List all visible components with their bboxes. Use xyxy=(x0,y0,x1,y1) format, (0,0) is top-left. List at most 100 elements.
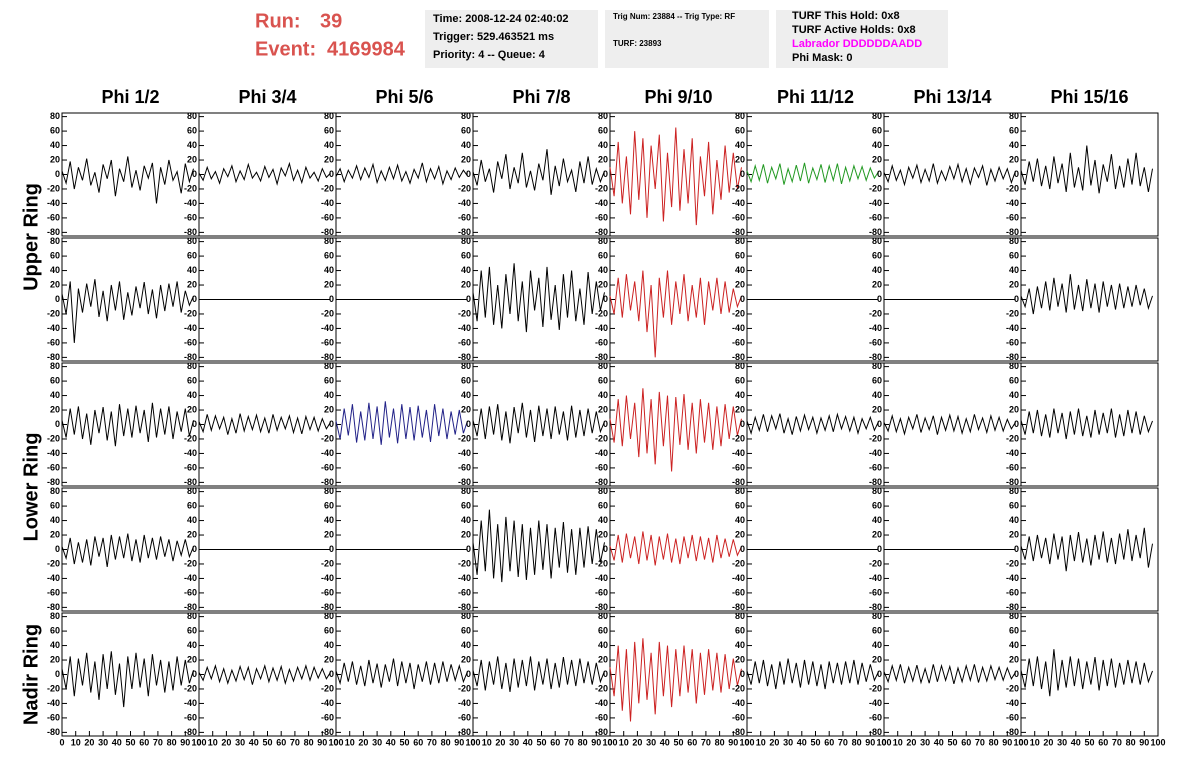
y-tick-label: 40 xyxy=(872,140,882,150)
y-tick-label: 40 xyxy=(461,515,471,525)
y-tick-label: 40 xyxy=(50,265,60,275)
y-tick-label: 20 xyxy=(598,654,608,664)
y-tick-label: -20 xyxy=(732,683,745,693)
y-tick-label: 20 xyxy=(50,404,60,414)
y-tick-label: 60 xyxy=(324,500,334,510)
y-tick-label: 0 xyxy=(603,544,608,554)
waveform xyxy=(746,412,879,436)
y-tick-label: 20 xyxy=(187,654,197,664)
y-tick-label: -60 xyxy=(458,337,471,347)
y-tick-label: -20 xyxy=(595,183,608,193)
y-tick-label: 80 xyxy=(1009,111,1019,121)
y-tick-label: -80 xyxy=(869,727,882,737)
y-tick-label: 40 xyxy=(324,140,334,150)
y-tick-label: -20 xyxy=(458,308,471,318)
x-tick-label: 0 xyxy=(744,737,749,747)
y-tick-label: -40 xyxy=(1006,198,1019,208)
y-tick-label: 0 xyxy=(329,169,334,179)
y-tick-label: -40 xyxy=(1006,323,1019,333)
y-tick-label: -80 xyxy=(321,727,334,737)
y-tick-label: -60 xyxy=(321,212,334,222)
y-tick-label: -20 xyxy=(47,558,60,568)
y-tick-label: 20 xyxy=(50,529,60,539)
y-tick-label: 20 xyxy=(50,154,60,164)
y-tick-label: -80 xyxy=(869,227,882,237)
waveform xyxy=(1020,408,1153,440)
waveform xyxy=(472,509,605,583)
y-tick-label: -40 xyxy=(47,573,60,583)
waveform xyxy=(609,638,742,722)
x-tick-label: 60 xyxy=(276,737,286,747)
y-tick-label: 40 xyxy=(1009,640,1019,650)
column-label: Phi 3/4 xyxy=(238,87,296,107)
y-tick-label: -80 xyxy=(47,352,60,362)
x-tick-label: 60 xyxy=(1098,737,1108,747)
x-tick-label: 10 xyxy=(619,737,629,747)
y-tick-label: -80 xyxy=(595,727,608,737)
y-tick-label: 60 xyxy=(187,375,197,385)
labrador: Labrador DDDDDDAADD xyxy=(792,38,922,50)
y-tick-label: 40 xyxy=(324,390,334,400)
y-tick-label: -80 xyxy=(1006,227,1019,237)
y-tick-label: 80 xyxy=(187,486,197,496)
y-tick-label: -80 xyxy=(732,227,745,237)
y-tick-label: 20 xyxy=(461,154,471,164)
y-tick-label: 40 xyxy=(735,140,745,150)
y-tick-label: 80 xyxy=(598,361,608,371)
ring-label: Nadir Ring xyxy=(20,624,42,725)
y-tick-label: 80 xyxy=(187,361,197,371)
y-tick-label: -20 xyxy=(595,683,608,693)
y-tick-label: -20 xyxy=(1006,183,1019,193)
y-tick-label: -60 xyxy=(732,712,745,722)
y-tick-label: 20 xyxy=(187,279,197,289)
y-tick-label: 60 xyxy=(872,250,882,260)
y-tick-label: -20 xyxy=(732,558,745,568)
y-tick-label: 20 xyxy=(872,154,882,164)
waveform xyxy=(883,663,1016,685)
y-tick-label: 0 xyxy=(1014,169,1019,179)
x-tick-label: 90 xyxy=(180,737,190,747)
x-tick-label: 90 xyxy=(591,737,601,747)
waveform xyxy=(746,658,879,690)
turf-hold: TURF This Hold: 0x8 xyxy=(792,10,900,22)
waveform xyxy=(746,162,879,185)
y-tick-label: 40 xyxy=(735,265,745,275)
x-tick-label: 0 xyxy=(196,737,201,747)
y-tick-label: -80 xyxy=(869,352,882,362)
y-tick-label: -80 xyxy=(1006,602,1019,612)
y-tick-label: -40 xyxy=(732,198,745,208)
y-tick-label: 80 xyxy=(1009,486,1019,496)
y-tick-label: 20 xyxy=(735,279,745,289)
y-tick-label: 40 xyxy=(872,265,882,275)
y-tick-label: 80 xyxy=(598,111,608,121)
y-tick-label: -60 xyxy=(1006,462,1019,472)
y-tick-label: 40 xyxy=(598,390,608,400)
x-tick-label: 60 xyxy=(413,737,423,747)
y-tick-label: 80 xyxy=(324,361,334,371)
x-tick-label: 30 xyxy=(509,737,519,747)
x-tick-label: 50 xyxy=(536,737,546,747)
x-tick-label: 50 xyxy=(125,737,135,747)
y-tick-label: 0 xyxy=(603,294,608,304)
y-tick-label: -40 xyxy=(184,323,197,333)
y-tick-label: 40 xyxy=(872,640,882,650)
y-tick-label: 60 xyxy=(50,375,60,385)
y-tick-label: -20 xyxy=(184,308,197,318)
y-tick-label: 40 xyxy=(187,515,197,525)
time: Time: 2008-12-24 02:40:02 xyxy=(433,13,569,25)
y-tick-label: 60 xyxy=(735,500,745,510)
waveform xyxy=(472,263,605,333)
y-tick-label: 0 xyxy=(877,419,882,429)
y-tick-label: -80 xyxy=(869,602,882,612)
y-tick-label: -40 xyxy=(869,198,882,208)
y-tick-label: -80 xyxy=(321,352,334,362)
x-tick-label: 0 xyxy=(470,737,475,747)
x-tick-label: 30 xyxy=(646,737,656,747)
y-tick-label: -40 xyxy=(458,198,471,208)
y-tick-label: -40 xyxy=(184,573,197,583)
y-tick-label: -20 xyxy=(732,433,745,443)
y-tick-label: -20 xyxy=(47,433,60,443)
y-tick-label: 0 xyxy=(1014,419,1019,429)
y-tick-label: -60 xyxy=(184,462,197,472)
x-tick-label: 40 xyxy=(112,737,122,747)
